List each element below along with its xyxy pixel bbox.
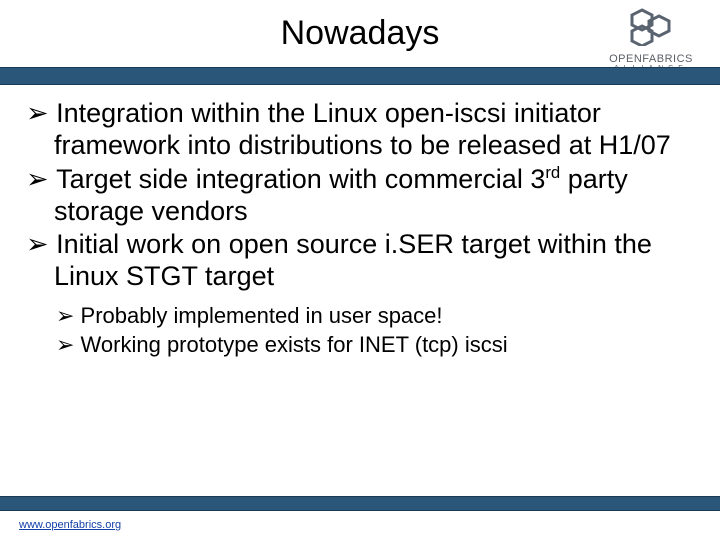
bullet-2-pre: Target side integration with commercial …: [56, 164, 545, 194]
openfabrics-logo: OPENFABRICS ALLIANCE: [596, 8, 706, 72]
top-band: [0, 67, 720, 85]
bullet-3-text: Initial work on open source i.SER target…: [54, 229, 652, 291]
slide-header: Nowadays OPENFABRICS ALLIANCE: [0, 0, 720, 85]
bullet-1-text: Integration within the Linux open-iscsi …: [54, 98, 671, 160]
logo-line1: OPENFABRICS: [596, 53, 706, 65]
footer-link[interactable]: www.openfabrics.org: [19, 519, 121, 531]
chevron-right-icon: ➢: [26, 98, 56, 128]
page-number: 3: [690, 510, 698, 526]
slide-footer: www.openfabrics.org 3: [0, 496, 720, 540]
subbullet-2: ➢ Working prototype exists for INET (tcp…: [26, 332, 694, 359]
subbullet-1: ➢ Probably implemented in user space!: [26, 303, 694, 330]
hexes-icon: [625, 8, 677, 46]
bullet-2-sup: rd: [545, 163, 560, 182]
bullet-3: ➢ Initial work on open source i.SER targ…: [26, 229, 694, 293]
bullet-2: ➢ Target side integration with commercia…: [26, 164, 694, 228]
subbullet-1-text: Probably implemented in user space!: [81, 303, 443, 328]
bottom-band: [0, 496, 720, 511]
chevron-right-icon: ➢: [56, 332, 81, 357]
chevron-right-icon: ➢: [56, 303, 81, 328]
chevron-right-icon: ➢: [26, 229, 56, 259]
slide-body: ➢ Integration within the Linux open-iscs…: [26, 98, 694, 359]
slide: Nowadays OPENFABRICS ALLIANCE ➢ Integrat…: [0, 0, 720, 540]
bullet-1: ➢ Integration within the Linux open-iscs…: [26, 98, 694, 162]
subbullet-2-text: Working prototype exists for INET (tcp) …: [81, 332, 508, 357]
chevron-right-icon: ➢: [26, 164, 56, 194]
